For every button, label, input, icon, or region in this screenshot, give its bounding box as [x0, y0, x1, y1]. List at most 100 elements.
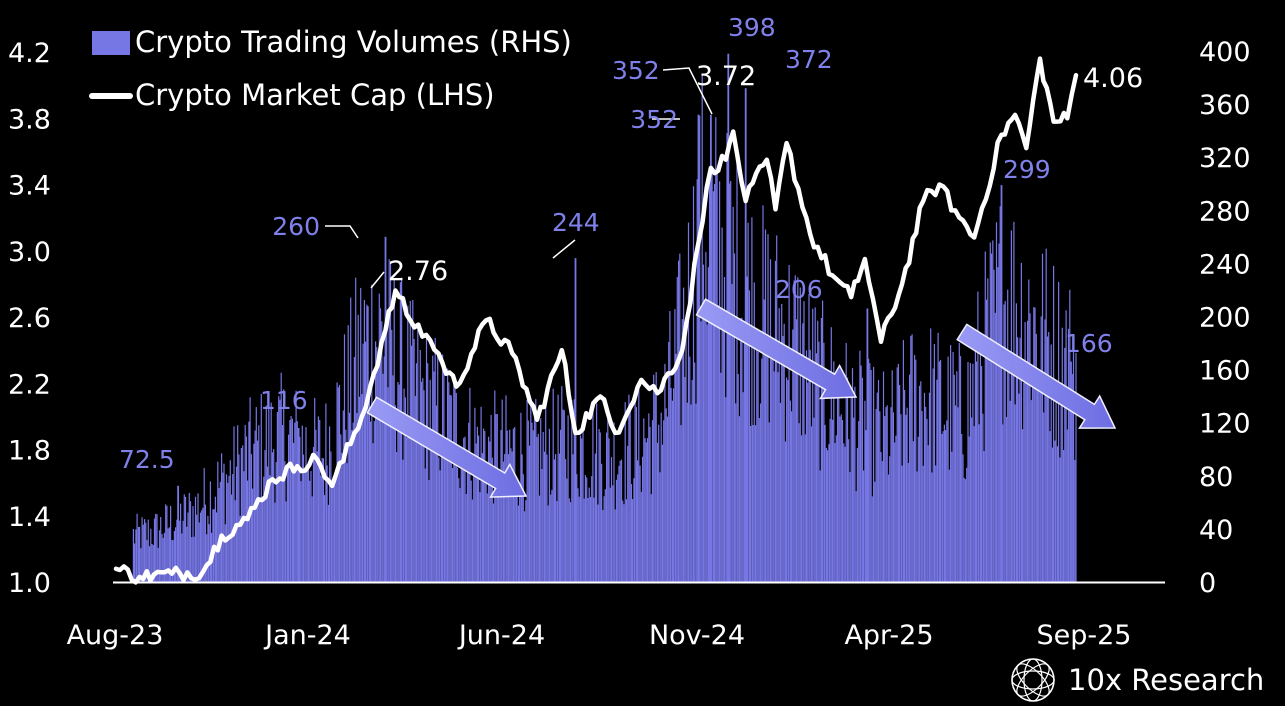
volume-bar: [886, 405, 888, 582]
volume-bar: [668, 341, 670, 582]
volume-bar: [1074, 459, 1076, 582]
volume-bar: [981, 366, 983, 582]
volume-bar: [443, 372, 445, 582]
volume-bar: [406, 437, 408, 582]
volume-bar: [448, 382, 450, 582]
volume-bar: [845, 343, 847, 582]
volume-bar: [150, 528, 152, 582]
volume-bar: [835, 435, 837, 582]
volume-bar: [895, 435, 897, 582]
volume-bar: [819, 470, 821, 582]
volume-bar: [536, 436, 538, 582]
volume-bar: [558, 453, 560, 582]
volume-bar: [588, 487, 590, 582]
volume-bar: [963, 477, 965, 582]
volume-bar: [283, 389, 285, 582]
volume-bar: [910, 335, 912, 582]
volume-bar: [746, 276, 748, 582]
volume-bar: [591, 476, 593, 582]
volume-bar: [428, 479, 430, 582]
volume-bar: [329, 426, 331, 582]
volume-bar: [962, 454, 964, 582]
volume-bar: [938, 361, 940, 582]
volume-bar: [397, 382, 399, 582]
volume-bar: [594, 453, 596, 582]
volume-annotation: 299: [1003, 155, 1051, 184]
volume-bar: [673, 388, 675, 582]
volume-bar: [1031, 383, 1034, 582]
volume-bar: [1030, 400, 1032, 582]
volume-bar: [593, 497, 595, 582]
volume-bar: [956, 371, 958, 582]
volume-bar: [275, 462, 277, 582]
volume-bar: [1008, 370, 1010, 582]
volume-bar: [986, 299, 988, 582]
volume-bar: [1043, 412, 1045, 582]
volume-bar: [512, 428, 514, 582]
volume-bar: [463, 437, 465, 582]
volume-bar: [683, 287, 685, 582]
y-left-tick-label: 3.8: [8, 104, 51, 135]
volume-bar: [234, 500, 236, 582]
volume-bar: [553, 459, 555, 582]
volume-bar: [926, 418, 928, 582]
volume-bar: [132, 529, 134, 582]
volume-bar: [168, 527, 170, 582]
volume-bar: [320, 475, 322, 582]
volume-bar: [670, 387, 672, 582]
volume-bar: [259, 497, 261, 582]
volume-bar: [751, 217, 753, 583]
volume-bar: [768, 422, 770, 582]
volume-bar: [531, 422, 533, 582]
volume-bar: [946, 420, 948, 582]
volume-bar: [805, 350, 808, 582]
volume-bar: [1072, 350, 1075, 582]
volume-bar: [689, 356, 691, 582]
volume-bar: [844, 446, 846, 582]
volume-bar: [455, 392, 457, 582]
volume-bar: [151, 544, 153, 582]
volume-bar: [726, 133, 728, 582]
volume-bar: [290, 416, 292, 582]
volume-bar: [520, 412, 522, 582]
volume-bar: [789, 400, 791, 582]
volume-bar: [535, 399, 537, 582]
volume-bar: [706, 324, 708, 582]
volume-bar: [931, 472, 933, 582]
volume-bar: [936, 379, 938, 582]
volume-bar: [225, 474, 228, 582]
volume-bar: [1010, 230, 1012, 582]
volume-bar: [255, 407, 257, 582]
volume-bar: [1060, 397, 1062, 582]
volume-bar: [139, 526, 141, 582]
volume-bar: [361, 394, 363, 582]
volume-bar: [578, 496, 580, 582]
volume-bar: [478, 435, 480, 582]
volume-bar: [184, 496, 187, 582]
volume-bar: [798, 423, 800, 582]
volume-bar: [699, 115, 701, 583]
volume-bar: [604, 489, 606, 582]
volume-bar: [1019, 337, 1021, 582]
volume-bar: [468, 422, 470, 582]
volume-bar: [189, 501, 192, 582]
volume-bar: [696, 179, 698, 582]
volume-bar: [187, 512, 189, 582]
volume-bar: [322, 458, 324, 582]
volume-bar: [771, 337, 773, 582]
volume-bar: [792, 329, 794, 582]
volume-bar: [288, 434, 290, 582]
volume-bar: [998, 243, 1000, 582]
volume-bar: [822, 300, 824, 582]
volume-bar: [900, 414, 902, 582]
volume-bar: [916, 471, 918, 582]
volume-bar: [153, 518, 156, 582]
volume-bar: [1039, 380, 1041, 582]
volume-bar: [1055, 400, 1057, 582]
volume-bar: [270, 402, 272, 582]
volume-bar: [873, 366, 875, 582]
volume-bar: [1040, 316, 1042, 582]
volume-bar: [610, 457, 613, 582]
volume-bar: [640, 491, 642, 582]
volume-bar: [402, 459, 404, 582]
